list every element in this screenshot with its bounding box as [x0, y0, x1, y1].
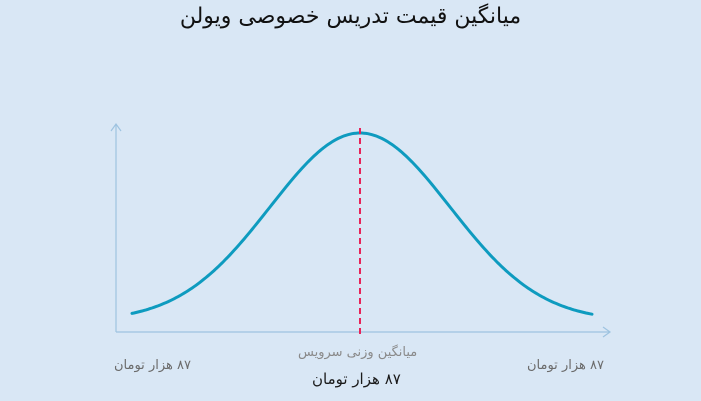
max-price-label: ۸۷ هزار تومان	[527, 358, 604, 373]
y-axis-arrowhead	[110, 122, 122, 132]
mean-price-label: ۸۷ هزار تومان	[312, 370, 401, 388]
mean-caption-label: میانگین وزنی سرویس	[298, 345, 418, 360]
min-price-label: ۸۷ هزار تومان	[114, 358, 191, 373]
chart-title: میانگین قیمت تدریس خصوصی ویولن	[179, 4, 522, 29]
distribution-curve	[130, 131, 594, 316]
x-axis-arrowhead	[602, 326, 612, 338]
